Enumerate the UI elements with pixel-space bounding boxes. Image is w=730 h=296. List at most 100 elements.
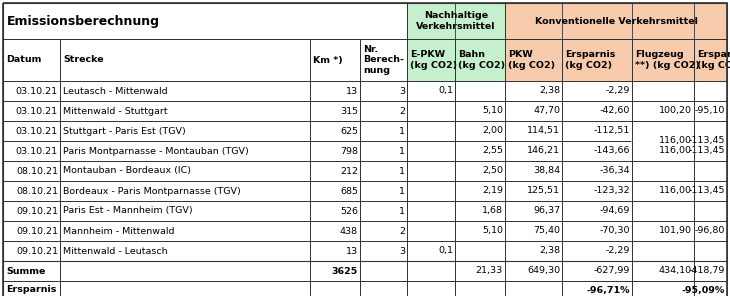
Bar bbox=[455, 261, 505, 281]
Text: -95,10: -95,10 bbox=[695, 107, 725, 115]
Text: 75,40: 75,40 bbox=[533, 226, 560, 236]
Bar bbox=[360, 241, 407, 261]
Text: 0,1: 0,1 bbox=[438, 86, 453, 96]
Bar bbox=[455, 181, 505, 201]
Bar bbox=[632, 121, 694, 161]
Text: 625: 625 bbox=[340, 126, 358, 136]
Bar bbox=[562, 241, 632, 261]
Text: -418,79: -418,79 bbox=[688, 266, 725, 276]
Text: Paris Montparnasse - Montauban (TGV): Paris Montparnasse - Montauban (TGV) bbox=[63, 147, 249, 155]
Bar bbox=[360, 161, 407, 181]
Bar bbox=[407, 101, 455, 121]
Text: Mittenwald - Stuttgart: Mittenwald - Stuttgart bbox=[63, 107, 168, 115]
Bar bbox=[505, 241, 562, 261]
Bar bbox=[407, 281, 455, 296]
Text: Nachhaltige
Verkehrsmittel: Nachhaltige Verkehrsmittel bbox=[416, 11, 496, 31]
Text: E-PKW
(kg CO2): E-PKW (kg CO2) bbox=[410, 50, 457, 70]
Text: 08.10.21: 08.10.21 bbox=[16, 166, 58, 176]
Text: Bahn
(kg CO2): Bahn (kg CO2) bbox=[458, 50, 505, 70]
Bar bbox=[360, 101, 407, 121]
Bar bbox=[60, 161, 310, 181]
Bar bbox=[360, 121, 407, 141]
Bar bbox=[505, 39, 562, 81]
Bar bbox=[360, 201, 407, 221]
Text: -143,66: -143,66 bbox=[593, 147, 630, 155]
Text: Mittenwald - Leutasch: Mittenwald - Leutasch bbox=[63, 247, 168, 255]
Text: 116,00: 116,00 bbox=[659, 186, 692, 195]
Bar bbox=[632, 201, 694, 221]
Bar bbox=[632, 241, 694, 261]
Bar bbox=[407, 121, 455, 141]
Bar bbox=[310, 201, 360, 221]
Bar bbox=[632, 261, 694, 281]
Text: 1: 1 bbox=[399, 186, 405, 195]
Text: 09.10.21: 09.10.21 bbox=[16, 247, 58, 255]
Text: 114,51: 114,51 bbox=[527, 126, 560, 136]
Text: 09.10.21: 09.10.21 bbox=[16, 226, 58, 236]
Bar bbox=[562, 141, 632, 161]
Text: 1: 1 bbox=[399, 166, 405, 176]
Bar bbox=[360, 141, 407, 161]
Text: 2: 2 bbox=[399, 226, 405, 236]
Bar bbox=[3, 261, 60, 281]
Bar bbox=[505, 81, 562, 101]
Bar bbox=[694, 181, 727, 201]
Bar bbox=[310, 141, 360, 161]
Bar bbox=[694, 261, 727, 281]
Bar bbox=[310, 39, 360, 81]
Text: 03.10.21: 03.10.21 bbox=[16, 126, 58, 136]
Bar bbox=[455, 39, 505, 81]
Text: 5,10: 5,10 bbox=[482, 226, 503, 236]
Bar bbox=[407, 141, 455, 161]
Bar bbox=[632, 121, 694, 141]
Text: Leutasch - Mittenwald: Leutasch - Mittenwald bbox=[63, 86, 168, 96]
Text: -96,71%: -96,71% bbox=[586, 286, 630, 295]
Bar bbox=[694, 121, 727, 141]
Bar bbox=[562, 121, 632, 141]
Bar bbox=[505, 201, 562, 221]
Bar bbox=[3, 141, 60, 161]
Text: 212: 212 bbox=[340, 166, 358, 176]
Text: 03.10.21: 03.10.21 bbox=[16, 147, 58, 155]
Text: Km *): Km *) bbox=[313, 56, 343, 65]
Text: 526: 526 bbox=[340, 207, 358, 215]
Text: 1: 1 bbox=[399, 126, 405, 136]
Bar bbox=[60, 201, 310, 221]
Text: -94,69: -94,69 bbox=[599, 207, 630, 215]
Bar bbox=[60, 261, 310, 281]
Bar bbox=[505, 281, 562, 296]
Text: 08.10.21: 08.10.21 bbox=[16, 186, 58, 195]
Text: 2,38: 2,38 bbox=[539, 247, 560, 255]
Bar bbox=[60, 221, 310, 241]
Text: 38,84: 38,84 bbox=[533, 166, 560, 176]
Bar bbox=[505, 221, 562, 241]
Bar bbox=[562, 161, 632, 181]
Bar bbox=[310, 161, 360, 181]
Text: -2,29: -2,29 bbox=[606, 86, 630, 96]
Bar bbox=[60, 281, 310, 296]
Bar bbox=[3, 201, 60, 221]
Bar bbox=[60, 181, 310, 201]
Text: Konventionelle Verkehrsmittel: Konventionelle Verkehrsmittel bbox=[534, 17, 697, 25]
Bar bbox=[632, 101, 694, 121]
Text: Nr.
Berech-
nung: Nr. Berech- nung bbox=[363, 45, 404, 75]
Bar bbox=[455, 241, 505, 261]
Text: 3: 3 bbox=[399, 86, 405, 96]
Bar bbox=[632, 221, 694, 241]
Bar bbox=[310, 221, 360, 241]
Bar bbox=[562, 281, 632, 296]
Bar bbox=[562, 81, 632, 101]
Bar bbox=[455, 81, 505, 101]
Text: 2: 2 bbox=[399, 107, 405, 115]
Text: -70,30: -70,30 bbox=[599, 226, 630, 236]
Text: 2,50: 2,50 bbox=[482, 166, 503, 176]
Bar bbox=[455, 141, 505, 161]
Bar bbox=[632, 161, 694, 181]
Text: 2,55: 2,55 bbox=[482, 147, 503, 155]
Bar bbox=[3, 221, 60, 241]
Bar bbox=[407, 261, 455, 281]
Text: 5,10: 5,10 bbox=[482, 107, 503, 115]
Text: 2,38: 2,38 bbox=[539, 86, 560, 96]
Bar bbox=[562, 101, 632, 121]
Bar bbox=[310, 101, 360, 121]
